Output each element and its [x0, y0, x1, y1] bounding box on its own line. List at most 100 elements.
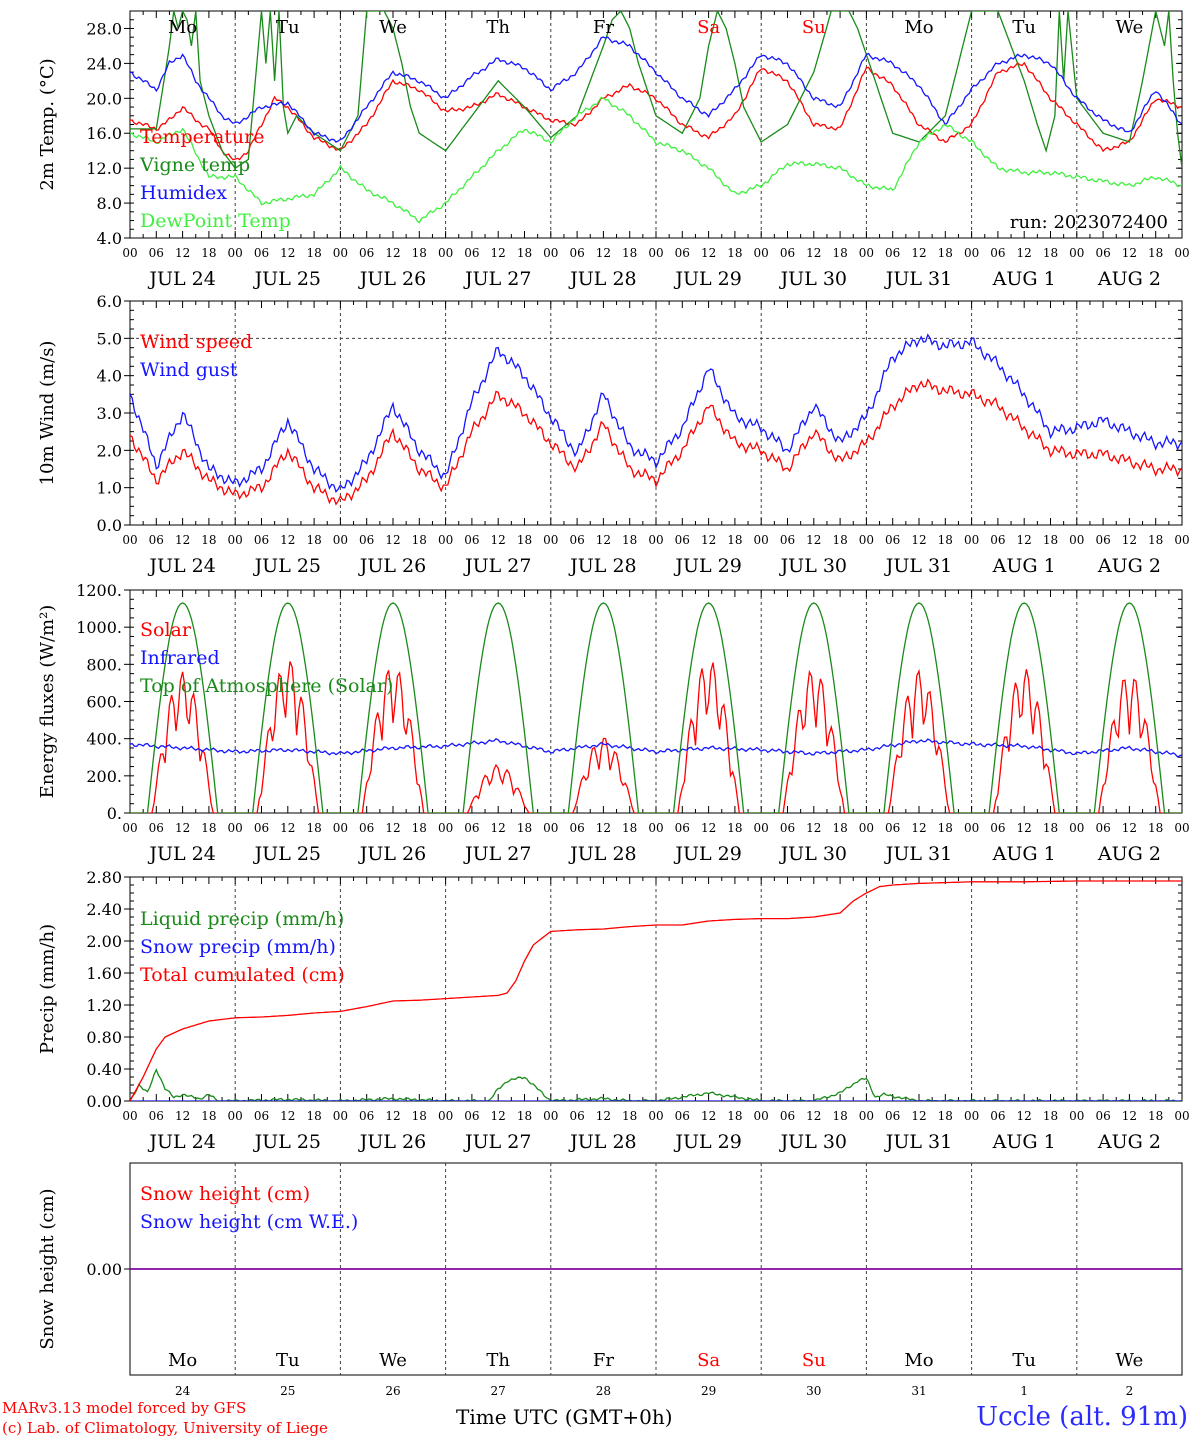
hour-label: 00 — [543, 246, 558, 260]
weekday-label: Tu — [1012, 1350, 1036, 1371]
hour-label: 18 — [938, 246, 953, 260]
series-line-total-cumulated-cm- — [130, 880, 1182, 1101]
date-label: JUL 25 — [253, 843, 321, 865]
weekday-label: Th — [486, 1350, 510, 1371]
hour-label: 12 — [280, 246, 295, 260]
weekday-label: We — [379, 17, 407, 38]
hour-label: 18 — [622, 246, 637, 260]
run-annotation: run: 2023072400 — [1010, 212, 1168, 233]
hour-label: 12 — [1017, 533, 1032, 547]
hour-label: 06 — [464, 246, 479, 260]
date-label: JUL 26 — [358, 1131, 426, 1153]
hour-label: 06 — [780, 533, 795, 547]
hour-label: 00 — [1069, 821, 1084, 835]
y-tick-label: 0.40 — [86, 1060, 122, 1079]
weekday-label: Tu — [276, 1350, 300, 1371]
y-tick-label: 24.0 — [86, 54, 122, 73]
hour-label: 06 — [464, 821, 479, 835]
y-axis-label: Energy fluxes (W/m²) — [37, 605, 58, 799]
date-label: JUL 30 — [779, 843, 847, 865]
weekday-label: Fr — [593, 1350, 614, 1371]
legend-entry: Snow height (cm W.E.) — [140, 1211, 358, 1233]
hour-label: 06 — [990, 246, 1005, 260]
legend-entry: Humidex — [140, 182, 227, 204]
hour-label: 00 — [1069, 533, 1084, 547]
weekday-label: Th — [486, 17, 510, 38]
hour-label: 06 — [464, 533, 479, 547]
y-axis-label: 2m Temp. (°C) — [37, 58, 58, 190]
hour-label: 18 — [938, 821, 953, 835]
y-tick-label: 16.0 — [86, 124, 122, 143]
hour-label: 00 — [228, 821, 243, 835]
hour-label: 06 — [569, 821, 584, 835]
hour-label: 18 — [412, 533, 427, 547]
hour-label: 18 — [832, 1109, 847, 1123]
y-tick-label: 2.80 — [86, 868, 122, 887]
weekday-label: Mo — [904, 17, 933, 38]
hour-label: 12 — [280, 533, 295, 547]
hour-label: 06 — [359, 533, 374, 547]
hour-label: 18 — [727, 533, 742, 547]
hour-label: 18 — [517, 1109, 532, 1123]
y-tick-label: 0.00 — [86, 1092, 122, 1111]
hour-label: 00 — [754, 533, 769, 547]
series-line-temperature — [130, 61, 1182, 161]
weekday-label: We — [1116, 17, 1144, 38]
hour-label: 00 — [1174, 246, 1189, 260]
y-tick-label: 28.0 — [86, 19, 122, 38]
hour-label: 00 — [122, 1109, 137, 1123]
hour-label: 06 — [464, 1109, 479, 1123]
series-line-top-of-atmosphere-solar- — [130, 602, 1182, 813]
hour-label: 18 — [306, 821, 321, 835]
weekday-label: We — [379, 1350, 407, 1371]
date-label: AUG 2 — [1097, 1131, 1161, 1153]
hour-label: 18 — [727, 1109, 742, 1123]
weekday-label: Su — [802, 17, 826, 38]
hour-label: 12 — [385, 533, 400, 547]
hour-label: 00 — [859, 821, 874, 835]
hour-label: 06 — [675, 533, 690, 547]
hour-label: 00 — [754, 821, 769, 835]
day-number-label: 31 — [911, 1384, 926, 1398]
hour-label: 12 — [280, 1109, 295, 1123]
hour-label: 12 — [385, 1109, 400, 1123]
lab-credit: (c) Lab. of Climatology, University of L… — [2, 1419, 328, 1437]
panel-temperature: 00 06 12 18 00 06 12 18 00 06 12 18 00 06 12 18 00 06 12 18… — [37, 10, 1190, 290]
y-tick-label: 5.0 — [97, 329, 122, 348]
hour-label: 00 — [543, 821, 558, 835]
y-tick-label: 1000. — [76, 618, 122, 637]
hour-label: 18 — [1148, 246, 1163, 260]
hour-label: 06 — [675, 821, 690, 835]
hour-label: 18 — [1148, 533, 1163, 547]
hour-label: 00 — [438, 1109, 453, 1123]
date-label: AUG 2 — [1097, 555, 1161, 577]
hour-label: 12 — [911, 246, 926, 260]
hour-label: 06 — [885, 821, 900, 835]
date-label: JUL 25 — [253, 555, 321, 577]
hour-label: 00 — [1174, 1109, 1189, 1123]
hour-label: 00 — [859, 246, 874, 260]
day-number-label: 27 — [491, 1384, 506, 1398]
hour-label: 00 — [438, 821, 453, 835]
date-label: JUL 31 — [884, 268, 952, 290]
hour-label: 06 — [780, 1109, 795, 1123]
series-line-wind-speed — [130, 378, 1182, 506]
weekday-label: Mo — [168, 1350, 197, 1371]
series-group — [130, 333, 1182, 506]
hour-label: 06 — [254, 1109, 269, 1123]
hour-label: 00 — [964, 1109, 979, 1123]
legend-entry: Infrared — [140, 647, 220, 669]
y-tick-label: 6.0 — [97, 292, 122, 311]
hour-label: 00 — [333, 246, 348, 260]
series-group — [130, 880, 1182, 1101]
panel-wind: 00 06 12 18 00 06 12 18 00 06 12 18 00 06 12 18 00 06 12 18… — [37, 292, 1190, 577]
legend-entry: Solar — [140, 619, 192, 641]
y-tick-label: 0.0 — [97, 516, 122, 535]
day-number-label: 2 — [1126, 1384, 1134, 1398]
date-label: JUL 30 — [779, 555, 847, 577]
y-tick-label: 8.0 — [97, 194, 122, 213]
hour-label: 06 — [675, 1109, 690, 1123]
date-label: JUL 30 — [779, 268, 847, 290]
hour-label: 12 — [175, 246, 190, 260]
